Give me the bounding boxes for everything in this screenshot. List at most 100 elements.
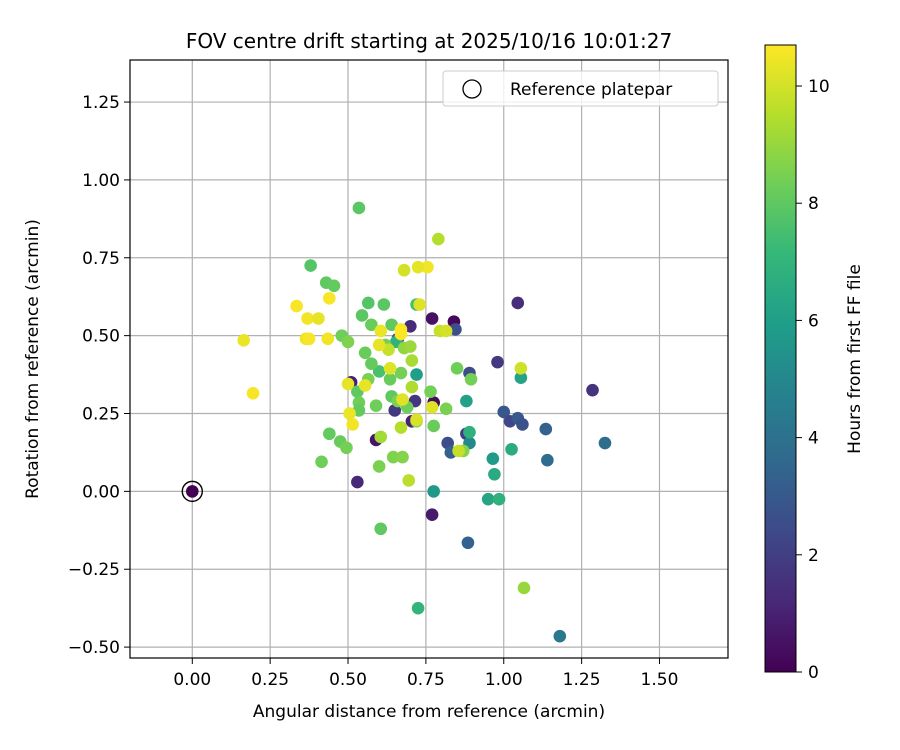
data-point: [450, 362, 464, 375]
y-axis-label: Rotation from reference (arcmin): [23, 219, 43, 499]
data-point: [185, 485, 199, 498]
data-point: [304, 259, 317, 272]
data-point: [361, 296, 375, 310]
colorbar-tick-label: 8: [808, 194, 819, 214]
data-point: [372, 365, 386, 378]
x-axis-ticks: 0.00 0.25 0.50 0.75 1.00 1.25 1.50: [173, 658, 678, 690]
data-point: [421, 260, 434, 274]
data-point: [396, 393, 409, 406]
grid-layer: [130, 60, 728, 658]
data-point: [497, 405, 511, 419]
data-point: [461, 536, 475, 550]
data-point: [341, 335, 355, 349]
data-point: [460, 394, 473, 408]
data-point: [383, 362, 397, 375]
data-point: [492, 492, 506, 506]
data-point: [439, 402, 453, 416]
colorbar-tick-label: 10: [808, 77, 830, 97]
x-tick-label: 0.75: [407, 670, 445, 690]
data-point: [237, 334, 250, 347]
data-point: [323, 427, 336, 441]
data-point: [372, 338, 386, 352]
y-tick-label: 1.00: [82, 171, 120, 191]
colorbar-tick-label: 0: [808, 663, 819, 683]
colorbar-tick-label: 4: [808, 429, 819, 449]
data-point: [411, 601, 425, 615]
data-point: [374, 324, 388, 338]
data-point: [321, 332, 335, 346]
colorbar-tick-label: 6: [808, 311, 819, 331]
data-point: [405, 354, 419, 367]
data-point: [586, 383, 599, 397]
y-tick-label: 0.00: [82, 482, 120, 502]
plot-background: [130, 60, 728, 658]
data-point: [514, 371, 528, 384]
data-point: [352, 201, 366, 215]
data-point: [374, 430, 388, 444]
data-point: [427, 419, 440, 433]
data-point: [405, 380, 419, 394]
data-point: [355, 309, 369, 322]
plot-frame: [129, 59, 729, 659]
data-point: [383, 372, 397, 386]
data-point: [394, 421, 408, 434]
data-point: [463, 425, 476, 439]
points-layer: [181, 201, 612, 643]
data-point: [439, 324, 453, 338]
chart-title: FOV centre drift starting at 2025/10/16 …: [186, 29, 672, 53]
y-tick-label: 0.25: [82, 405, 120, 425]
data-point: [505, 443, 518, 456]
data-point: [402, 474, 416, 487]
x-tick-label: 1.00: [485, 670, 523, 690]
data-point: [539, 422, 553, 436]
legend-box: [442, 70, 719, 107]
data-point: [377, 298, 391, 311]
data-point: [394, 327, 408, 341]
y-tick-label: −0.50: [68, 638, 120, 658]
data-point: [365, 357, 378, 370]
data-point: [514, 362, 528, 375]
data-point: [346, 418, 359, 431]
data-point: [385, 318, 398, 332]
data-point: [511, 296, 525, 310]
data-point: [396, 450, 409, 464]
data-point: [397, 263, 411, 277]
data-point: [425, 400, 439, 414]
data-point: [413, 298, 426, 311]
data-point: [358, 346, 372, 360]
data-point: [301, 312, 314, 325]
x-tick-label: 0.25: [251, 670, 289, 690]
data-point: [486, 452, 500, 465]
data-point: [491, 355, 504, 369]
x-tick-label: 0.50: [329, 670, 367, 690]
x-tick-label: 1.50: [641, 670, 679, 690]
x-tick-label: 0.00: [173, 670, 211, 690]
data-point: [541, 453, 554, 467]
y-tick-label: 0.75: [82, 249, 120, 269]
data-point: [553, 629, 567, 643]
data-point: [410, 368, 423, 381]
colorbar: 0 2 4 6 8 10 Hours from first FF file: [764, 44, 865, 683]
data-point: [411, 260, 425, 274]
data-point: [517, 581, 531, 595]
data-point: [427, 485, 440, 498]
data-point: [598, 436, 612, 450]
x-axis-label: Angular distance from reference (arcmin): [253, 702, 605, 722]
data-point: [452, 444, 465, 458]
data-point: [432, 232, 445, 246]
data-point: [386, 450, 400, 464]
data-point: [343, 407, 356, 420]
data-point: [488, 467, 501, 481]
y-axis-ticks: −0.50 −0.25 0.00 0.25 0.50 0.75 1.00 1.25: [68, 93, 130, 658]
y-tick-label: 0.50: [82, 327, 120, 347]
data-point: [340, 441, 353, 455]
plot-area: [129, 59, 729, 659]
data-point: [372, 460, 386, 473]
data-point: [315, 455, 328, 469]
colorbar-ticks: 0 2 4 6 8 10: [796, 77, 830, 683]
y-tick-label: −0.25: [68, 560, 120, 580]
reference-marker: [181, 480, 203, 503]
colorbar-tick-label: 2: [808, 546, 819, 566]
data-point: [410, 413, 423, 427]
data-point: [425, 508, 439, 522]
